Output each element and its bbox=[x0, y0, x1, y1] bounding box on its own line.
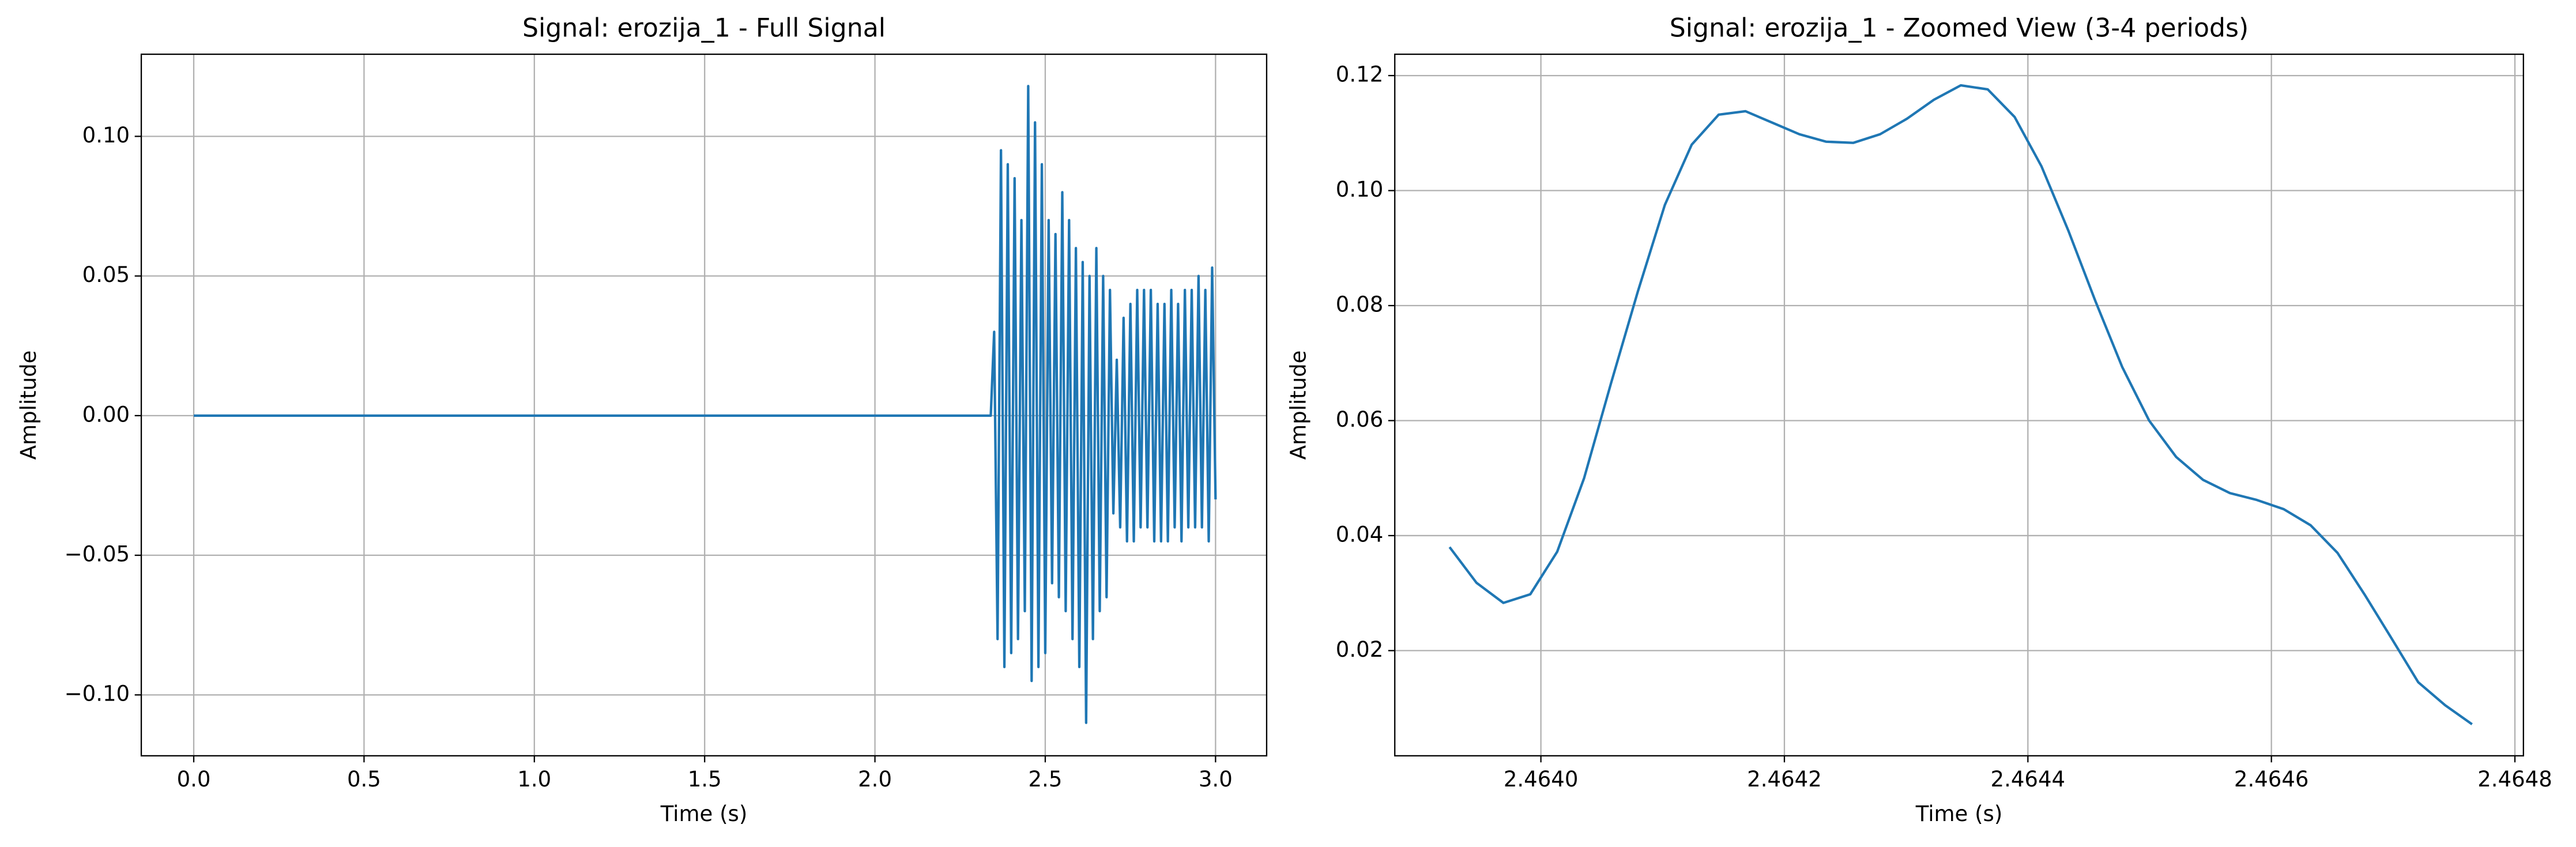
x-tick-label: 2.4648 bbox=[2477, 767, 2552, 792]
chart-title: Signal: erozija_1 - Full Signal bbox=[522, 13, 886, 43]
x-tick-label: 2.4644 bbox=[1991, 767, 2066, 792]
x-tick-label: 0.5 bbox=[347, 767, 381, 792]
y-axis-label: Amplitude bbox=[1286, 351, 1310, 460]
y-tick-label: −0.10 bbox=[65, 682, 130, 706]
y-tick-label: 0.10 bbox=[82, 123, 130, 148]
signal-line bbox=[1448, 84, 2473, 725]
plot-frame bbox=[1394, 53, 2524, 756]
x-tick-label: 2.4646 bbox=[2234, 767, 2309, 792]
x-tick-label: 2.4642 bbox=[1747, 767, 1822, 792]
x-axis-label: Time (s) bbox=[1915, 801, 2003, 826]
chart-title: Signal: erozija_1 - Zoomed View (3-4 per… bbox=[1670, 13, 2249, 43]
y-tick-label: 0.02 bbox=[1336, 637, 1383, 662]
x-tick-label: 2.0 bbox=[858, 767, 892, 792]
x-tick-label: 0.0 bbox=[177, 767, 211, 792]
x-tick-label: 3.0 bbox=[1199, 767, 1233, 792]
y-tick-label: 0.05 bbox=[82, 262, 130, 287]
x-axis-label: Time (s) bbox=[660, 801, 748, 826]
y-tick-label: 0.04 bbox=[1336, 522, 1383, 547]
y-tick-label: 0.10 bbox=[1336, 177, 1383, 202]
x-tick-label: 1.0 bbox=[517, 767, 551, 792]
x-tick-label: 1.5 bbox=[688, 767, 722, 792]
x-tick-label: 2.4640 bbox=[1504, 767, 1579, 792]
y-tick-label: 0.08 bbox=[1336, 292, 1383, 317]
y-tick-label: 0.12 bbox=[1336, 62, 1383, 87]
y-axis-label: Amplitude bbox=[16, 351, 41, 460]
x-tick-label: 2.5 bbox=[1029, 767, 1063, 792]
y-tick-label: 0.00 bbox=[82, 402, 130, 427]
plot-frame bbox=[140, 53, 1268, 756]
y-tick-label: −0.05 bbox=[65, 542, 130, 567]
y-tick-label: 0.06 bbox=[1336, 407, 1383, 432]
signal-line bbox=[194, 85, 1217, 724]
